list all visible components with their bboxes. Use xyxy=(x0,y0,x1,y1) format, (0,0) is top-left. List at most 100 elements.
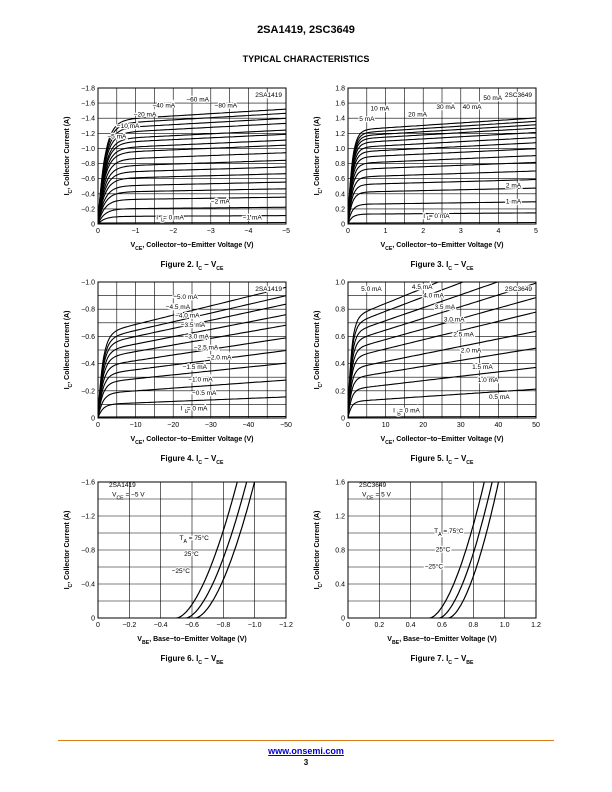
curve-ib-7mA xyxy=(348,170,536,224)
curve-ib--13mA xyxy=(98,166,286,224)
x-tick-label: 3 xyxy=(459,228,463,235)
x-tick-label: 0.6 xyxy=(437,622,447,629)
curve-temp--25°C xyxy=(448,482,500,618)
y-tick-label: 1.6 xyxy=(335,480,345,487)
y-tick-label: −0.6 xyxy=(81,334,95,341)
device-label: 2SC3649 xyxy=(359,482,386,489)
curve-label: 40 mA xyxy=(463,104,482,111)
curve-label: 3.5 mA xyxy=(434,304,455,311)
x-axis-title: VBE, Base−to−Emitter Voltage (V) xyxy=(137,636,246,646)
y-tick-label: −1.0 xyxy=(81,146,95,153)
x-tick-label: −30 xyxy=(205,422,217,429)
curve-ib-2.0mA xyxy=(348,330,536,418)
curve-ib--1mA xyxy=(98,215,286,224)
curve-label: −5 mA xyxy=(107,134,127,141)
x-tick-label: 1.0 xyxy=(500,622,510,629)
x-tick-label: 0.4 xyxy=(406,622,416,629)
x-tick-label: −50 xyxy=(280,422,292,429)
plot-frame xyxy=(97,87,287,225)
y-axis-title: IC, Collector Current (A) xyxy=(64,511,74,590)
temperature-label: 25°C xyxy=(436,546,451,554)
y-tick-label: 1.6 xyxy=(335,101,345,108)
x-tick-label: −20 xyxy=(167,422,179,429)
curve-ib-30mA xyxy=(348,131,536,224)
fig5-svg: 0 10 20 30 40 50 0 0.2 0.4 0.6 0.8 1.0 VCE, Collecto… xyxy=(314,280,540,467)
curve-ib--2mA xyxy=(98,206,286,224)
curve-ib-2.5mA xyxy=(348,311,536,418)
curve-ib-zero xyxy=(348,416,536,418)
curve-ib-20mA xyxy=(348,142,536,224)
y-tick-label: 0.4 xyxy=(335,191,345,198)
x-tick-label: 50 xyxy=(532,422,540,429)
y-tick-label: −0.4 xyxy=(81,361,95,368)
curve-temp-75°C xyxy=(429,482,485,618)
y-tick-label: 0 xyxy=(91,416,95,423)
figure-caption: Figure 3. IC – VCE xyxy=(411,260,475,272)
curve-ib-45mA xyxy=(348,120,536,224)
curve-label: I xyxy=(423,213,425,220)
curve-label: −40 mA xyxy=(153,103,176,110)
x-tick-label: 2 xyxy=(421,228,425,235)
curve-ib--3.0mA xyxy=(98,324,286,418)
curves-group xyxy=(176,482,256,618)
figure-6-chart: 0 −0.2 −0.4 −0.6 −0.8 −1.0 −1.2 0 −0.4 −0.8 −1.2 −1… xyxy=(58,476,308,667)
curve-ib--3.5mA xyxy=(98,314,286,418)
x-tick-label: 0.8 xyxy=(468,622,478,629)
figure-caption: Figure 4. IC – VCE xyxy=(161,454,225,466)
curve-ib-1mA xyxy=(348,212,536,224)
curves-group xyxy=(98,286,286,418)
curve-label: −20 mA xyxy=(134,112,157,119)
x-tick-label: 30 xyxy=(457,422,465,429)
curve-label: = 0 mA xyxy=(163,214,184,221)
curve-label: B xyxy=(161,217,165,223)
curve-label: 4.0 mA xyxy=(423,293,444,300)
y-axis-title: IC, Collector Current (A) xyxy=(314,311,324,390)
curve-label: 1.0 mA xyxy=(478,377,499,384)
y-tick-label: −1.4 xyxy=(81,116,95,123)
website-link[interactable]: www.onsemi.com xyxy=(268,746,344,756)
figure-caption: Figure 6. IC – VBE xyxy=(161,654,225,666)
curve-ib-1.5mA xyxy=(348,347,536,418)
fig4-svg: 0 −10 −20 −30 −40 −50 0 −0.2 −0.4 −0.6 −0.8 −1.0 VCE… xyxy=(64,280,292,467)
document-title: 2SA1419, 2SC3649 xyxy=(257,24,355,36)
curve-ib-10mA xyxy=(348,161,536,224)
curve-label: 2.0 mA xyxy=(461,348,482,355)
curve-ib--1.5mA xyxy=(98,362,286,418)
y-tick-label: −1.6 xyxy=(81,101,95,108)
curve-label: −1.5 mA xyxy=(183,364,208,371)
curve-label: 5.0 mA xyxy=(361,286,382,293)
condition-label: VCE = 5 V xyxy=(362,491,391,501)
plot-frame xyxy=(97,481,287,619)
y-axis-title: IC, Collector Current (A) xyxy=(64,117,74,196)
curve-ib--25mA xyxy=(98,144,286,224)
curve-label: I xyxy=(393,408,395,415)
curve-ib-16mA xyxy=(348,148,536,224)
x-tick-label: 0 xyxy=(346,422,350,429)
y-tick-label: −1.8 xyxy=(81,86,95,93)
curves-group xyxy=(348,117,536,224)
figure-4-chart: 0 −10 −20 −30 −40 −50 0 −0.2 −0.4 −0.6 −0.8 −1.0 VCE… xyxy=(58,276,308,467)
y-tick-label: 0 xyxy=(341,222,345,229)
y-tick-label: −0.6 xyxy=(81,176,95,183)
x-axis-title: VCE, Collector−to−Emitter Voltage (V) xyxy=(130,242,253,252)
y-tick-label: 1.8 xyxy=(335,86,345,93)
curve-ib-4.5mA xyxy=(348,282,465,418)
figure-caption: Figure 7. IC – VBE xyxy=(411,654,475,666)
y-tick-label: −0.4 xyxy=(81,191,95,198)
x-axis-title: VBE, Base−to−Emitter Voltage (V) xyxy=(387,636,496,646)
curve-temp-25°C xyxy=(185,482,248,618)
temperature-label: −25°C xyxy=(425,563,444,571)
x-tick-label: 4 xyxy=(496,228,500,235)
device-label: 2SC3649 xyxy=(505,92,532,99)
y-tick-label: 0.2 xyxy=(335,388,345,395)
curve-ib-4.0mA xyxy=(348,282,500,418)
curve-ib--20mA xyxy=(98,152,286,224)
curve-label: 10 mA xyxy=(371,106,390,113)
curve-ib--60mA xyxy=(98,117,286,224)
curve-ib-5.0mA xyxy=(348,282,440,418)
y-tick-label: 0.6 xyxy=(335,334,345,341)
curve-ib--6mA xyxy=(98,188,286,224)
curve-label: 1 mA xyxy=(506,199,522,206)
y-tick-label: 1.0 xyxy=(335,146,345,153)
curve-temp-75°C xyxy=(176,482,238,618)
